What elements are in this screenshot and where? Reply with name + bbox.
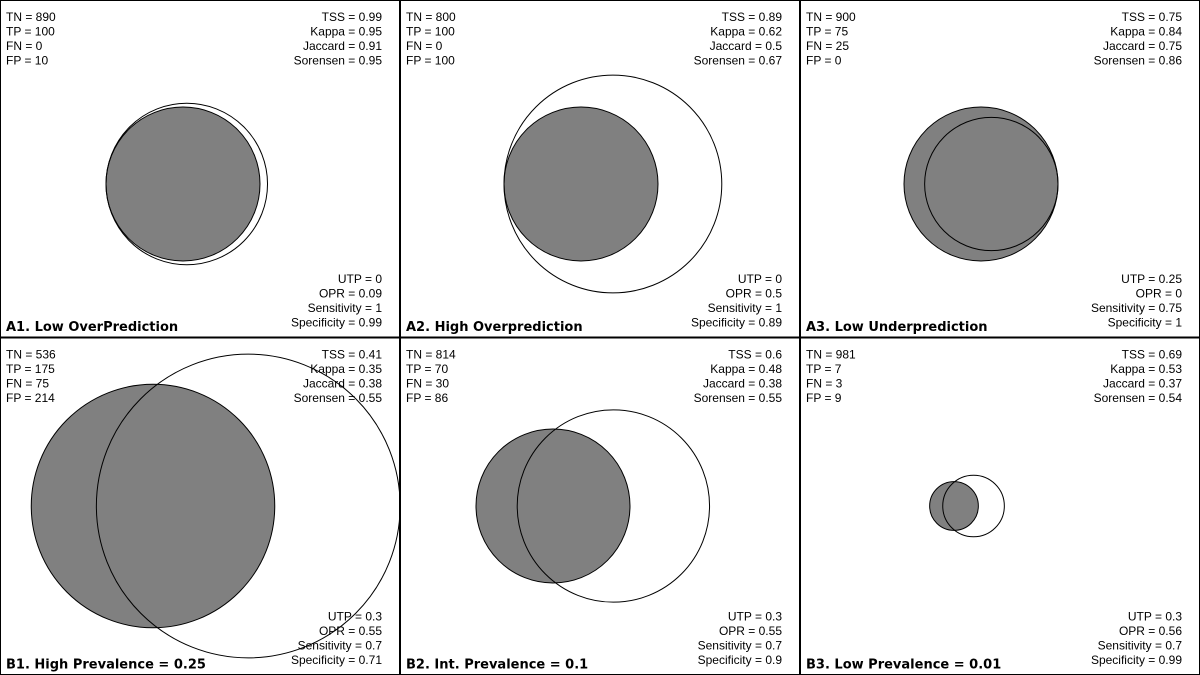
fn-label: FN = 0: [406, 39, 443, 53]
sensitivity-label: Sensitivity = 0.7: [1098, 639, 1183, 653]
tp-label: TP = 100: [6, 25, 55, 39]
sorensen-label: Sorensen = 0.86: [1094, 54, 1183, 68]
utp-label: UTP = 0.3: [728, 610, 782, 624]
opr-label: OPR = 0: [1136, 287, 1183, 301]
tp-label: TP = 100: [406, 25, 455, 39]
tn-label: TN = 890: [6, 10, 56, 24]
sensitivity-label: Sensitivity = 0.75: [1091, 301, 1182, 315]
kappa-label: Kappa = 0.62: [710, 25, 782, 39]
jaccard-label: Jaccard = 0.38: [303, 377, 382, 391]
tp-label: TP = 7: [806, 362, 842, 376]
sorensen-label: Sorensen = 0.54: [1094, 391, 1183, 405]
specificity-label: Specificity = 0.99: [291, 316, 382, 330]
panel-title: B1. High Prevalence = 0.25: [6, 658, 206, 673]
fn-label: FN = 0: [6, 39, 43, 53]
specificity-label: Specificity = 1: [1108, 316, 1183, 330]
fp-label: FP = 0: [806, 54, 842, 68]
sorensen-label: Sorensen = 0.55: [694, 391, 783, 405]
tss-label: TSS = 0.89: [722, 10, 783, 24]
opr-label: OPR = 0.09: [319, 287, 382, 301]
predicted-circle: [105, 102, 269, 266]
utp-label: UTP = 0: [738, 272, 782, 286]
jaccard-label: Jaccard = 0.38: [703, 377, 782, 391]
fp-label: FP = 86: [406, 391, 448, 405]
fp-label: FP = 100: [406, 54, 455, 68]
fn-label: FN = 75: [6, 377, 49, 391]
sensitivity-label: Sensitivity = 1: [708, 301, 783, 315]
observed-circle: [30, 383, 276, 629]
jaccard-label: Jaccard = 0.91: [303, 39, 382, 53]
fp-label: FP = 9: [806, 391, 842, 405]
panel-title: A1. Low OverPrediction: [6, 320, 178, 335]
sorensen-label: Sorensen = 0.95: [294, 54, 383, 68]
panel-title: B3. Low Prevalence = 0.01: [806, 658, 1001, 673]
observed-circle: [475, 428, 631, 584]
sorensen-label: Sorensen = 0.67: [694, 54, 783, 68]
tn-label: TN = 800: [406, 10, 456, 24]
observed-circle: [903, 106, 1059, 262]
panel-border: [400, 0, 800, 338]
fp-label: FP = 214: [6, 391, 55, 405]
panel-title: A3. Low Underprediction: [806, 320, 988, 335]
predicted-circle: [942, 474, 1005, 538]
utp-label: UTP = 0.25: [1121, 272, 1182, 286]
fn-label: FN = 25: [806, 39, 849, 53]
kappa-label: Kappa = 0.84: [1110, 25, 1182, 39]
utp-label: UTP = 0: [338, 272, 382, 286]
sensitivity-label: Sensitivity = 0.7: [698, 639, 783, 653]
specificity-label: Specificity = 0.99: [1091, 653, 1182, 667]
specificity-label: Specificity = 0.71: [291, 653, 382, 667]
opr-label: OPR = 0.55: [319, 624, 382, 638]
sorensen-label: Sorensen = 0.55: [294, 391, 383, 405]
panel-title: A2. High Overprediction: [406, 320, 583, 335]
jaccard-label: Jaccard = 0.37: [1103, 377, 1182, 391]
sensitivity-label: Sensitivity = 1: [308, 301, 383, 315]
opr-label: OPR = 0.55: [719, 624, 782, 638]
tp-label: TP = 70: [406, 362, 448, 376]
tp-label: TP = 175: [6, 362, 55, 376]
sensitivity-label: Sensitivity = 0.7: [298, 639, 383, 653]
fn-label: FN = 3: [806, 377, 843, 391]
utp-label: UTP = 0.3: [328, 610, 382, 624]
observed-circle: [503, 106, 659, 262]
opr-label: OPR = 0.5: [726, 287, 783, 301]
panel-title: B2. Int. Prevalence = 0.1: [406, 658, 588, 673]
tss-label: TSS = 0.75: [1122, 10, 1183, 24]
tn-label: TN = 900: [806, 10, 856, 24]
specificity-label: Specificity = 0.89: [691, 316, 782, 330]
specificity-label: Specificity = 0.9: [698, 653, 783, 667]
tp-label: TP = 75: [806, 25, 848, 39]
utp-label: UTP = 0.3: [1128, 610, 1182, 624]
kappa-label: Kappa = 0.48: [710, 362, 782, 376]
kappa-label: Kappa = 0.95: [310, 25, 382, 39]
predicted-circle: [516, 409, 711, 603]
tn-label: TN = 981: [806, 348, 856, 362]
observed-circle: [105, 106, 261, 262]
fp-label: FP = 10: [6, 54, 48, 68]
tss-label: TSS = 0.6: [728, 348, 782, 362]
tn-label: TN = 814: [406, 348, 456, 362]
opr-label: OPR = 0.56: [1119, 624, 1182, 638]
predicted-circle: [503, 74, 723, 294]
fn-label: FN = 30: [406, 377, 449, 391]
panel-border: [0, 0, 400, 338]
observed-circle: [929, 481, 979, 531]
jaccard-label: Jaccard = 0.75: [1103, 39, 1182, 53]
tss-label: TSS = 0.99: [322, 10, 383, 24]
tn-label: TN = 536: [6, 348, 56, 362]
jaccard-label: Jaccard = 0.5: [710, 39, 783, 53]
tss-label: TSS = 0.69: [1122, 348, 1183, 362]
predicted-circle: [924, 116, 1059, 252]
kappa-label: Kappa = 0.35: [310, 362, 382, 376]
tss-label: TSS = 0.41: [322, 348, 383, 362]
kappa-label: Kappa = 0.53: [1110, 362, 1182, 376]
